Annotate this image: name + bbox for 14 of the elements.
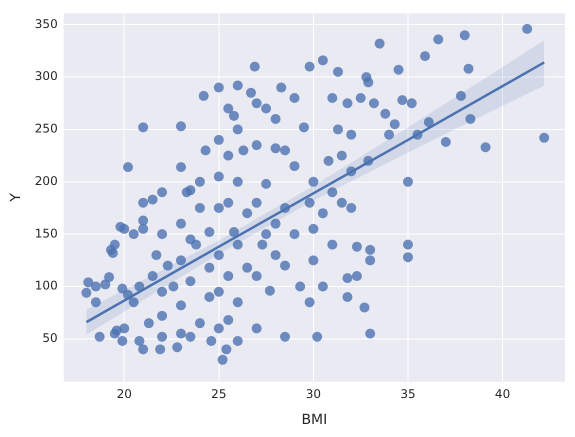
x-axis-title: BMI: [301, 412, 328, 428]
y-tick-label: 300: [34, 69, 58, 84]
y-tick-label: 350: [34, 16, 58, 31]
x-tick-label: 25: [211, 387, 226, 402]
y-axis-title: Y: [8, 192, 24, 203]
y-tick-label: 100: [34, 278, 58, 293]
y-tick-label: 50: [42, 330, 58, 345]
y-tick-label: 200: [34, 174, 58, 188]
y-tick-label: 150: [34, 226, 58, 240]
y-tick-label: 250: [34, 122, 58, 136]
x-tick-label: 40: [494, 387, 510, 402]
x-tick-label: 30: [306, 387, 322, 402]
x-tick-label: 35: [400, 387, 416, 402]
x-tick-label: 20: [116, 387, 132, 402]
